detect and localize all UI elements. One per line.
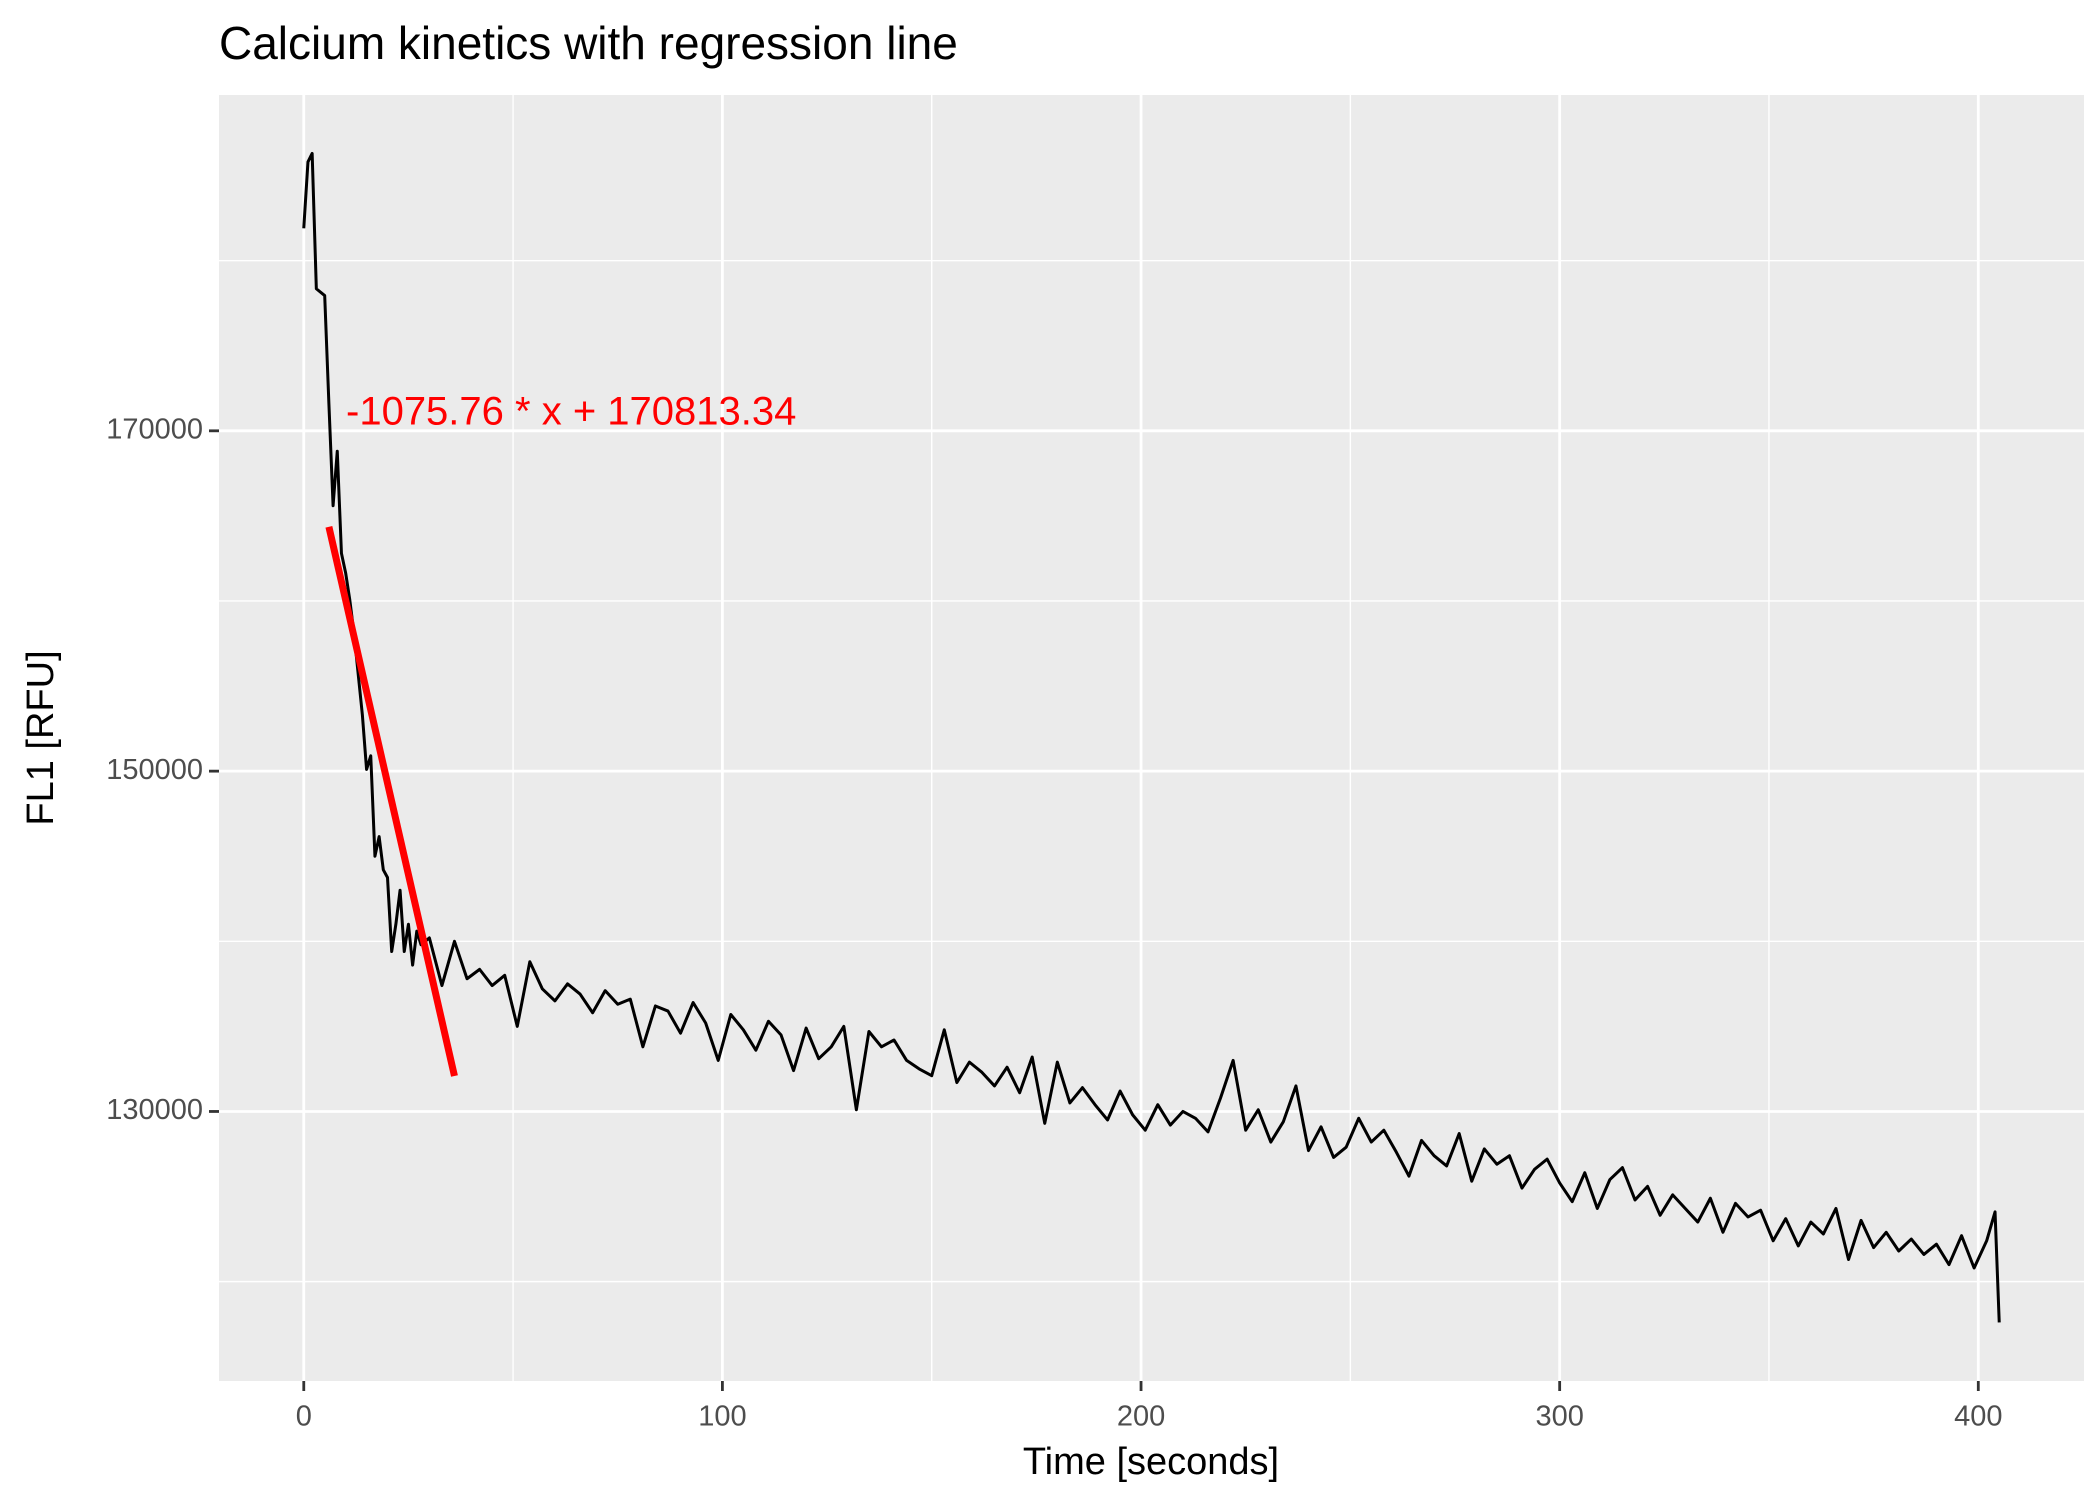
y-tick-label: 130000 xyxy=(106,1094,203,1126)
x-tick-label: 400 xyxy=(1954,1401,2002,1433)
x-tick-label: 100 xyxy=(698,1401,746,1433)
regression-annotation: -1075.76 * x + 170813.34 xyxy=(346,390,796,434)
chart-title: Calcium kinetics with regression line xyxy=(219,17,958,69)
series-line xyxy=(302,151,2001,1323)
y-axis-title: FL1 [RFU] xyxy=(20,650,62,825)
x-tick-label: 0 xyxy=(296,1401,312,1433)
series-line xyxy=(325,526,458,1077)
x-tick-label: 300 xyxy=(1535,1401,1583,1433)
plot-panel xyxy=(219,95,2084,1381)
y-tick-label: 150000 xyxy=(106,754,203,786)
x-tick-label: 200 xyxy=(1117,1401,1165,1433)
y-tick-label: 170000 xyxy=(106,413,203,445)
x-axis-title: Time [seconds] xyxy=(1023,1441,1279,1483)
